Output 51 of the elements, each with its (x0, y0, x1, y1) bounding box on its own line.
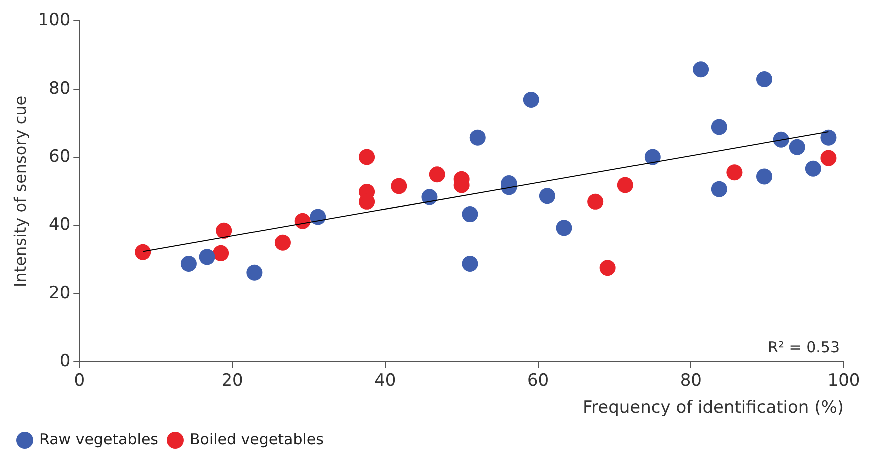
annotation: R² = 0.53 (768, 338, 840, 357)
point (310, 209, 326, 226)
point (216, 222, 232, 239)
x-tick-label: 40 (374, 370, 396, 391)
y-tick-label: 60 (49, 147, 71, 168)
point (246, 264, 263, 281)
x-tick-label: 20 (222, 370, 244, 391)
point (462, 206, 478, 223)
point (213, 245, 230, 262)
point (773, 132, 790, 148)
point (274, 234, 291, 251)
point (422, 189, 438, 206)
point (820, 150, 837, 166)
point (135, 244, 152, 260)
point (600, 260, 616, 276)
point (199, 249, 216, 266)
point (711, 181, 728, 198)
x-tick-label: 60 (527, 370, 550, 391)
point (470, 130, 486, 146)
point (359, 149, 376, 166)
point (391, 178, 408, 194)
y-tick-label: 80 (49, 78, 71, 99)
x-tick-label: 100 (828, 370, 860, 391)
point (820, 130, 837, 146)
point (617, 177, 634, 194)
point (644, 149, 661, 166)
y-tick-label: 20 (49, 283, 71, 304)
point (523, 92, 540, 108)
point (789, 139, 806, 156)
point (588, 194, 604, 210)
point (462, 256, 478, 272)
point (556, 220, 572, 236)
point (711, 119, 728, 136)
y-tick-label: 0 (60, 352, 71, 372)
x-tick-label: 0 (74, 370, 86, 391)
point (539, 188, 556, 204)
point (756, 168, 773, 185)
point (726, 164, 743, 181)
x-axis-title: Frequency of identification (%) (582, 398, 844, 418)
legend-label: Raw vegetables (40, 430, 159, 448)
point (756, 72, 773, 88)
point (805, 160, 822, 177)
y-tick-label: 40 (49, 215, 71, 236)
point (294, 213, 311, 230)
point (429, 166, 446, 183)
point (693, 62, 710, 78)
legend-label: Boiled vegetables (190, 430, 324, 448)
y-axis-title: Intensity of sensory cue (10, 96, 30, 288)
y-tick-label: 100 (38, 10, 71, 31)
x-tick-label: 80 (680, 370, 702, 391)
point (180, 256, 197, 272)
